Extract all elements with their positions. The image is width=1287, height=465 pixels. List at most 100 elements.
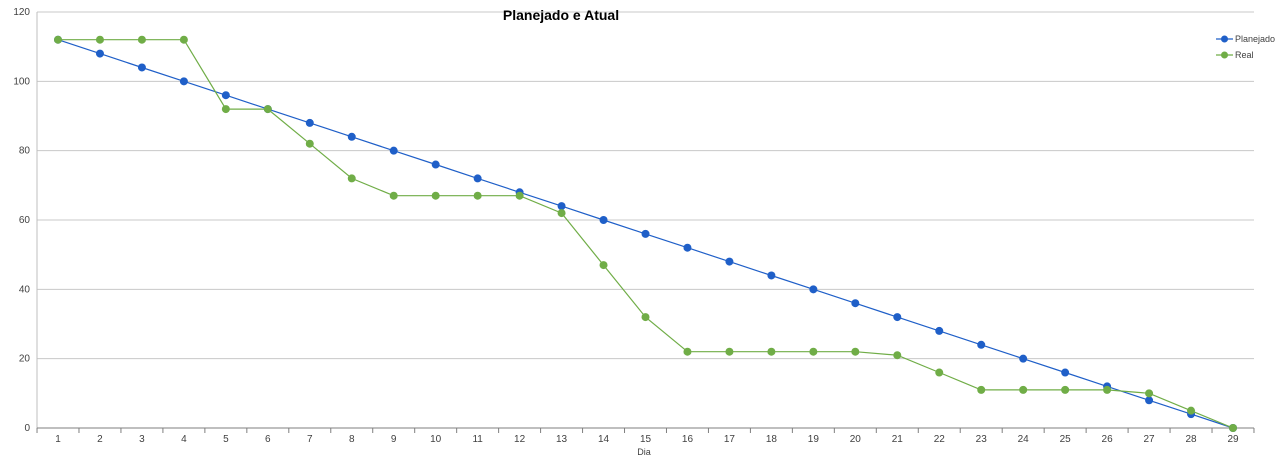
x-axis-title: Dia bbox=[637, 447, 651, 457]
data-point-real bbox=[557, 209, 566, 218]
x-tick-label: 23 bbox=[976, 434, 988, 445]
x-tick-label: 9 bbox=[391, 434, 397, 445]
data-point-real bbox=[725, 347, 734, 356]
data-point-planejado bbox=[389, 146, 398, 155]
data-point-real bbox=[431, 191, 440, 200]
x-tick-label: 18 bbox=[766, 434, 778, 445]
data-point-planejado bbox=[95, 49, 104, 58]
x-tick-label: 4 bbox=[181, 434, 187, 445]
x-tick-label: 19 bbox=[808, 434, 820, 445]
legend-label-real: Real bbox=[1235, 50, 1254, 60]
data-point-real bbox=[683, 347, 692, 356]
data-point-real bbox=[347, 174, 356, 183]
series-lines bbox=[54, 35, 1237, 432]
data-point-planejado bbox=[431, 160, 440, 169]
data-point-real bbox=[179, 35, 188, 44]
y-tick-label: 20 bbox=[19, 354, 31, 365]
legend-marker-real bbox=[1221, 51, 1228, 59]
data-point-real bbox=[515, 191, 524, 200]
x-tick-label: 27 bbox=[1144, 434, 1156, 445]
data-point-real bbox=[95, 35, 104, 44]
x-tick-label: 26 bbox=[1102, 434, 1114, 445]
data-point-planejado bbox=[557, 202, 566, 211]
data-point-real bbox=[599, 261, 608, 270]
chart-title: Planejado e Atual bbox=[503, 7, 619, 23]
x-tick-label: 25 bbox=[1060, 434, 1072, 445]
x-tick-label: 8 bbox=[349, 434, 355, 445]
legend: Planejado Real bbox=[1216, 34, 1275, 60]
x-tick-label: 15 bbox=[640, 434, 652, 445]
x-tick-label: 20 bbox=[850, 434, 862, 445]
data-point-real bbox=[1145, 389, 1154, 398]
x-tick-label: 6 bbox=[265, 434, 271, 445]
data-point-planejado bbox=[473, 174, 482, 183]
data-point-real bbox=[473, 191, 482, 200]
data-point-planejado bbox=[977, 340, 986, 349]
x-tick-label: 14 bbox=[598, 434, 610, 445]
data-point-real bbox=[137, 35, 146, 44]
data-point-planejado bbox=[809, 285, 818, 294]
x-tick-label: 5 bbox=[223, 434, 229, 445]
x-tick-label: 1 bbox=[55, 434, 61, 445]
y-tick-label: 120 bbox=[13, 7, 30, 18]
data-point-planejado bbox=[1019, 354, 1028, 363]
data-point-planejado bbox=[347, 132, 356, 141]
data-point-planejado bbox=[893, 313, 902, 322]
data-point-real bbox=[1229, 424, 1237, 432]
data-point-planejado bbox=[641, 229, 650, 238]
data-point-planejado bbox=[1145, 396, 1154, 405]
data-point-planejado bbox=[935, 326, 944, 335]
data-point-planejado bbox=[767, 271, 776, 280]
data-point-planejado bbox=[851, 299, 860, 308]
data-point-planejado bbox=[179, 77, 188, 86]
data-point-real bbox=[1061, 385, 1070, 394]
data-point-real bbox=[263, 105, 272, 114]
x-tick-label: 16 bbox=[682, 434, 694, 445]
y-tick-label: 100 bbox=[13, 76, 30, 87]
x-tick-label: 28 bbox=[1185, 434, 1197, 445]
x-tick-label: 11 bbox=[472, 434, 483, 445]
y-tick-label: 80 bbox=[19, 146, 31, 157]
x-tick-label: 13 bbox=[556, 434, 568, 445]
data-point-real bbox=[305, 139, 314, 148]
data-point-planejado bbox=[1061, 368, 1070, 377]
data-point-planejado bbox=[683, 243, 692, 252]
x-tick-label: 21 bbox=[892, 434, 904, 445]
data-point-planejado bbox=[725, 257, 734, 266]
x-tick-label: 3 bbox=[139, 434, 145, 445]
data-point-planejado bbox=[599, 216, 608, 224]
legend-marker-planejado bbox=[1221, 35, 1228, 43]
x-tick-label: 17 bbox=[724, 434, 736, 445]
y-tick-label: 0 bbox=[24, 423, 30, 434]
data-point-real bbox=[389, 191, 398, 200]
data-point-real bbox=[767, 347, 776, 356]
data-point-real bbox=[641, 313, 650, 322]
y-tick-label: 60 bbox=[19, 215, 31, 226]
x-tick-label: 29 bbox=[1227, 434, 1239, 445]
data-point-planejado bbox=[221, 91, 230, 100]
x-tick-label: 24 bbox=[1018, 434, 1030, 445]
data-point-real bbox=[851, 347, 860, 356]
data-point-real bbox=[977, 385, 986, 394]
y-tick-label: 40 bbox=[19, 284, 31, 295]
data-point-real bbox=[221, 105, 230, 114]
legend-label-planejado: Planejado bbox=[1235, 34, 1275, 44]
x-tick-label: 12 bbox=[514, 434, 526, 445]
data-point-real bbox=[1019, 385, 1028, 394]
data-point-real bbox=[54, 35, 62, 44]
data-point-real bbox=[1187, 406, 1196, 415]
data-point-planejado bbox=[137, 63, 146, 72]
data-point-real bbox=[809, 347, 818, 356]
x-tick-label: 10 bbox=[430, 434, 442, 445]
data-point-real bbox=[1103, 385, 1112, 394]
x-tick-label: 2 bbox=[97, 434, 103, 445]
data-point-real bbox=[893, 351, 902, 360]
data-point-planejado bbox=[305, 118, 314, 127]
x-tick-label: 7 bbox=[307, 434, 313, 445]
grid-lines bbox=[37, 11, 1254, 360]
data-point-real bbox=[935, 368, 944, 377]
x-tick-label: 22 bbox=[934, 434, 946, 445]
